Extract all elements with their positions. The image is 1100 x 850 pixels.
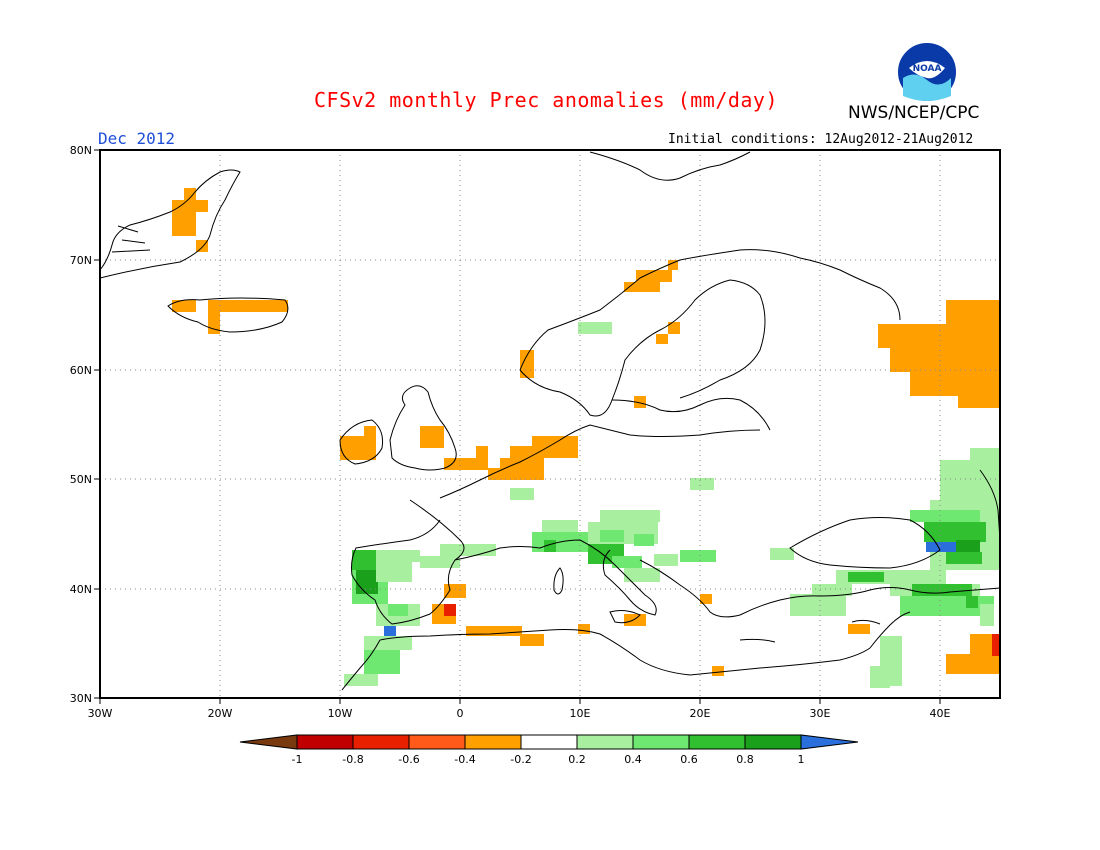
lon-label: 40E — [930, 707, 951, 720]
initial-conditions-label: Initial conditions: 12Aug2012-21Aug2012 — [668, 132, 974, 147]
colorbar-label: 1 — [798, 753, 805, 766]
colorbar-box — [520, 734, 578, 750]
forecast-month-label: Dec 2012 — [98, 129, 176, 148]
lon-label: 10E — [570, 707, 591, 720]
axis-ticks — [94, 149, 941, 704]
colorbar-label: -0.4 — [454, 753, 475, 766]
lon-label: 30W — [88, 707, 113, 720]
colorbar-box — [632, 734, 690, 750]
colorbar-box — [576, 734, 634, 750]
latitude-labels: 30N 40N 50N 60N 70N 80N — [70, 144, 92, 705]
lon-label: 30E — [810, 707, 831, 720]
lat-label: 70N — [70, 254, 92, 267]
lon-label: 20E — [690, 707, 711, 720]
colorbar-box — [352, 734, 410, 750]
lat-label: 40N — [70, 583, 92, 596]
noaa-logo: NOAA — [896, 41, 958, 103]
colorbar-label: 0.6 — [680, 753, 698, 766]
colorbar-box — [744, 734, 802, 750]
colorbar-box — [296, 734, 354, 750]
lon-label: 0 — [457, 707, 464, 720]
agency-label: NWS/NCEP/CPC — [848, 103, 980, 123]
colorbar-label: 0.8 — [736, 753, 754, 766]
coastlines — [100, 151, 1000, 691]
colorbar-box — [464, 734, 522, 750]
colorbar-label: 0.4 — [624, 753, 642, 766]
lat-label: 60N — [70, 364, 92, 377]
colorbar-label: -1 — [292, 753, 303, 766]
map-frame — [99, 149, 1001, 699]
lat-label: 30N — [70, 692, 92, 705]
map-gridlines — [100, 150, 1000, 698]
colorbar-label: -0.8 — [342, 753, 363, 766]
colorbar-box — [408, 734, 466, 750]
colorbar-label: 0.2 — [568, 753, 586, 766]
colorbar-label: -0.6 — [398, 753, 419, 766]
colorbar-label: -0.2 — [510, 753, 531, 766]
colorbar-low-extend — [239, 734, 298, 750]
logo-text: NOAA — [913, 64, 942, 74]
lat-label: 50N — [70, 473, 92, 486]
longitude-labels: 30W 20W 10W 0 10E 20E 30E 40E — [88, 707, 951, 720]
colorbar: -1 -0.8 -0.6 -0.4 -0.2 0.2 0.4 0.6 0.8 1 — [239, 734, 859, 766]
lat-label: 80N — [70, 144, 92, 157]
colorbar-box — [688, 734, 746, 750]
map-title: CFSv2 monthly Prec anomalies (mm/day) — [314, 88, 779, 112]
colorbar-high-extend — [800, 734, 859, 750]
anomaly-field — [172, 188, 1000, 688]
lon-label: 10W — [328, 707, 353, 720]
lon-label: 20W — [208, 707, 233, 720]
